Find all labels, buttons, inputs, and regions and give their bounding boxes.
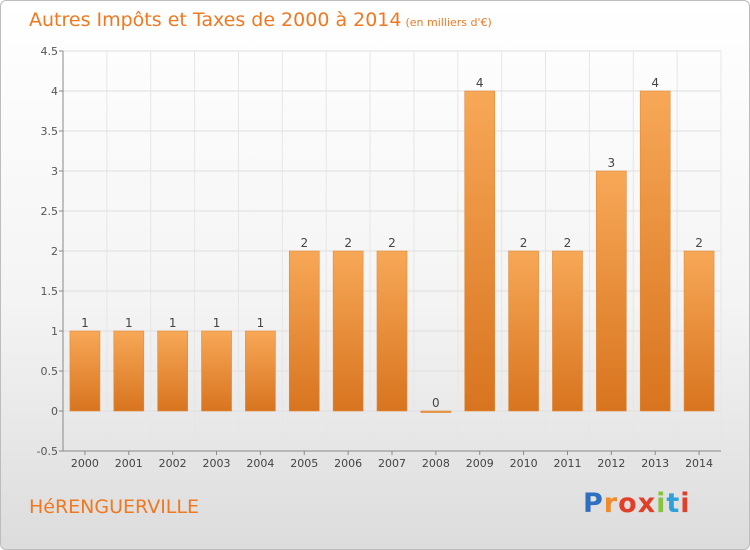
x-tick-label: 2010 <box>510 457 538 470</box>
proxiti-logo: Proxiti <box>583 488 691 519</box>
y-tick-label: 1.5 <box>41 285 59 298</box>
bar <box>69 330 101 412</box>
x-tick-label: 2001 <box>115 457 143 470</box>
y-tick-label: 4 <box>51 85 58 98</box>
x-tick-label: 2000 <box>71 457 99 470</box>
bar-value-label: 2 <box>300 236 308 250</box>
bar <box>332 250 364 412</box>
bar-value-label: 2 <box>520 236 528 250</box>
x-tick-label: 2008 <box>422 457 450 470</box>
bars <box>69 90 715 413</box>
x-tick-label: 2011 <box>553 457 581 470</box>
bar-value-label: 4 <box>476 76 484 90</box>
y-tick-label: 3 <box>51 165 58 178</box>
y-tick-label: -0.5 <box>37 445 58 458</box>
y-tick-label: 2.5 <box>41 205 59 218</box>
bar <box>420 410 452 413</box>
bar <box>157 330 188 412</box>
x-tick-label: 2007 <box>378 457 406 470</box>
bar <box>639 90 671 412</box>
x-tick-label: 2003 <box>203 457 231 470</box>
logo-letter: x <box>637 488 657 519</box>
bar-value-label: 2 <box>388 236 396 250</box>
logo-letter: P <box>583 488 604 519</box>
bar-value-label: 1 <box>213 316 221 330</box>
bar-value-label: 1 <box>125 316 133 330</box>
x-tick-label: 2012 <box>597 457 625 470</box>
x-tick-label: 2002 <box>159 457 187 470</box>
bar-value-label: 1 <box>169 316 177 330</box>
bar-value-label: 1 <box>257 316 265 330</box>
bar <box>508 250 539 412</box>
x-tick-label: 2013 <box>641 457 669 470</box>
bar <box>245 330 276 412</box>
bar <box>201 330 232 412</box>
bar-value-label: 1 <box>81 316 89 330</box>
logo-letter: o <box>618 488 638 519</box>
bar <box>376 250 408 412</box>
bar-value-label: 2 <box>564 236 572 250</box>
chart-title-text: Autres Impôts et Taxes de 2000 à 2014 <box>29 9 402 31</box>
bar-value-label: 4 <box>651 76 659 90</box>
bar-value-label: 3 <box>608 156 616 170</box>
labels: 1 2000 1 2001 1 2002 1 2003 1 2004 2 2005 2 2006 2 2007… <box>71 76 713 470</box>
bar-value-label: 2 <box>695 236 703 250</box>
bar-value-label: 0 <box>432 396 440 410</box>
x-tick-label: 2009 <box>466 457 494 470</box>
x-tick-label: 2004 <box>246 457 274 470</box>
logo-letter: i <box>680 488 691 519</box>
bar-value-label: 2 <box>344 236 352 250</box>
commune-name: HéRENGUERVILLE <box>29 496 199 518</box>
bar <box>683 250 715 412</box>
logo-letter: r <box>603 488 619 519</box>
x-tick-label: 2005 <box>290 457 318 470</box>
bar <box>288 250 320 412</box>
bar <box>464 90 496 412</box>
y-tick-label: 3.5 <box>41 125 59 138</box>
x-tick-label: 2014 <box>685 457 713 470</box>
chart-subtitle: (en milliers d'€) <box>405 16 492 29</box>
y-tick-label: 2 <box>51 245 58 258</box>
y-tick-label: 0.5 <box>41 365 59 378</box>
y-tick-label: 1 <box>51 325 58 338</box>
bar <box>596 170 627 412</box>
y-tick-label: 4.5 <box>41 45 59 58</box>
logo-letter: t <box>666 488 681 519</box>
chart-title: Autres Impôts et Taxes de 2000 à 2014 (en… <box>29 9 492 31</box>
x-tick-label: 2006 <box>334 457 362 470</box>
axes: -0.5 0 0.5 1 1.5 2 2.5 3 3.5 4 4.5 <box>37 45 721 458</box>
bar <box>552 250 583 412</box>
y-tick-label: 0 <box>51 405 58 418</box>
logo-letter: i <box>656 488 667 519</box>
bar <box>113 330 145 412</box>
